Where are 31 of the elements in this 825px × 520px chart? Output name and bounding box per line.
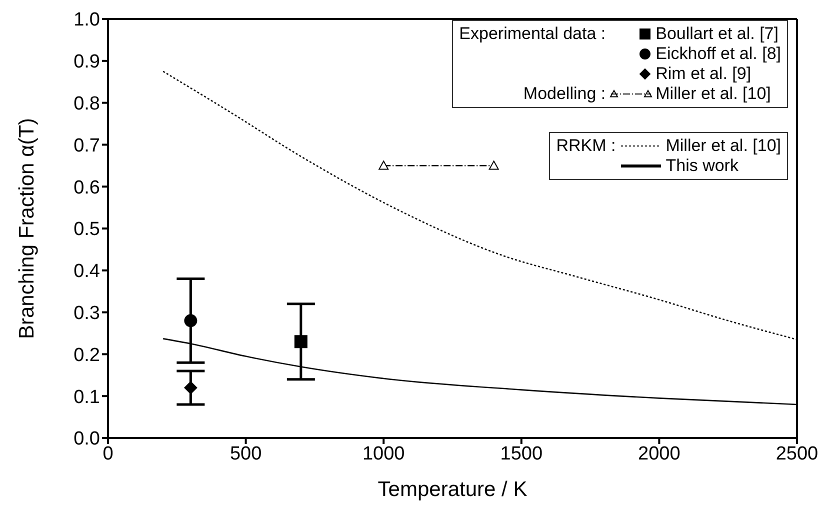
x-tick-label: 1000 [362, 443, 405, 464]
annotation: Experimental data : [459, 24, 606, 44]
y-tick-label: 0.1 [74, 386, 100, 408]
x-axis-title: Temperature / K [378, 478, 528, 501]
x-tick-label: 0 [102, 443, 114, 464]
legend-label: Miller et al. [10] [666, 136, 781, 156]
legend-label: This work [666, 156, 740, 176]
legend-label: Miller et al. [10] [656, 84, 772, 104]
y-tick-label: 1.0 [74, 10, 100, 31]
point [184, 381, 198, 394]
y-tick-label: 0.7 [74, 135, 100, 156]
x-tick-label: 2500 [776, 443, 818, 464]
x-tick-label: 1500 [500, 443, 543, 464]
y-tick-label: 0.5 [74, 219, 100, 240]
y-tick-label: 0.0 [74, 428, 100, 450]
legend-label: Boullart et al. [7] [656, 24, 780, 44]
point [294, 335, 308, 348]
y-tick-label: 0.9 [74, 52, 100, 73]
x-tick-label: 500 [230, 443, 262, 464]
annotation: RRKM : [556, 136, 616, 156]
y-tick-label: 0.3 [74, 303, 100, 324]
annotation: Modelling : [522, 84, 606, 104]
legend-label: Eickhoff et al. [8] [656, 44, 781, 64]
y-axis-title: Branching Fraction α(T) [15, 118, 38, 340]
y-tick-label: 0.4 [74, 261, 100, 282]
y-tick-label: 0.2 [74, 344, 100, 366]
point [184, 314, 198, 328]
legend-label: Rim et al. [9] [656, 64, 752, 84]
y-tick-label: 0.6 [74, 177, 100, 198]
x-tick-label: 2000 [638, 443, 680, 464]
y-tick-label: 0.8 [74, 94, 100, 115]
